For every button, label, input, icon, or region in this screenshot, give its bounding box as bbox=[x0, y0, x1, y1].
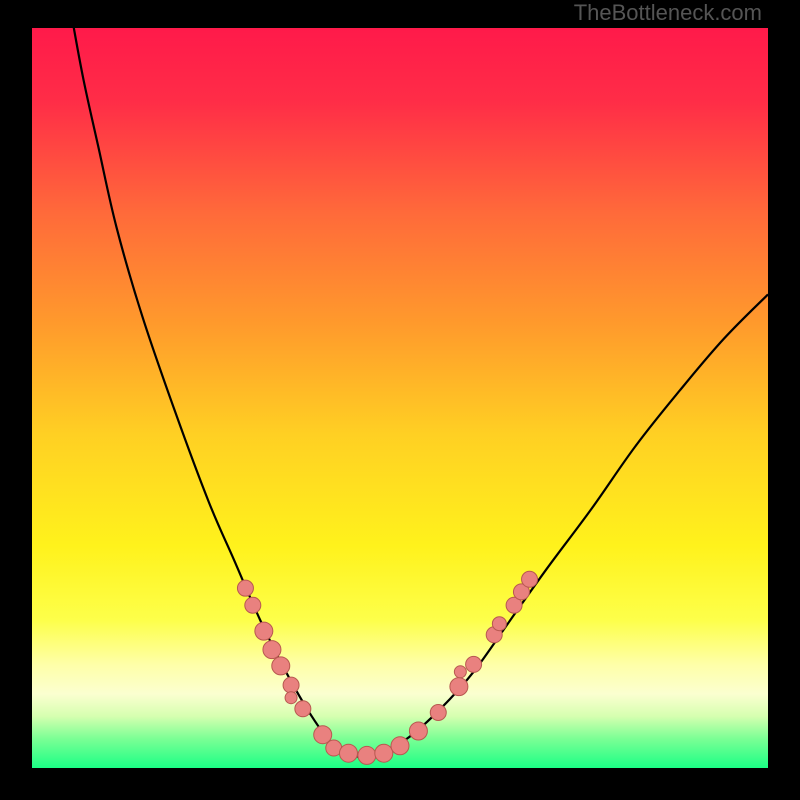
chart-container bbox=[32, 28, 768, 768]
data-marker bbox=[283, 677, 299, 693]
data-marker bbox=[339, 744, 357, 762]
data-marker bbox=[492, 617, 506, 631]
data-marker bbox=[450, 678, 468, 696]
data-marker bbox=[375, 744, 393, 762]
data-marker bbox=[272, 657, 290, 675]
data-marker bbox=[391, 737, 409, 755]
curve-overlay bbox=[32, 28, 768, 768]
data-marker bbox=[285, 692, 297, 704]
markers-group bbox=[237, 571, 537, 764]
v-curve bbox=[72, 28, 768, 757]
data-marker bbox=[295, 701, 311, 717]
data-marker bbox=[522, 571, 538, 587]
data-marker bbox=[263, 641, 281, 659]
data-marker bbox=[358, 746, 376, 764]
data-marker bbox=[245, 597, 261, 613]
data-marker bbox=[466, 656, 482, 672]
data-marker bbox=[255, 622, 273, 640]
data-marker bbox=[409, 722, 427, 740]
data-marker bbox=[454, 666, 466, 678]
data-marker bbox=[430, 705, 446, 721]
data-marker bbox=[237, 580, 253, 596]
watermark-text: TheBottleneck.com bbox=[574, 0, 762, 26]
